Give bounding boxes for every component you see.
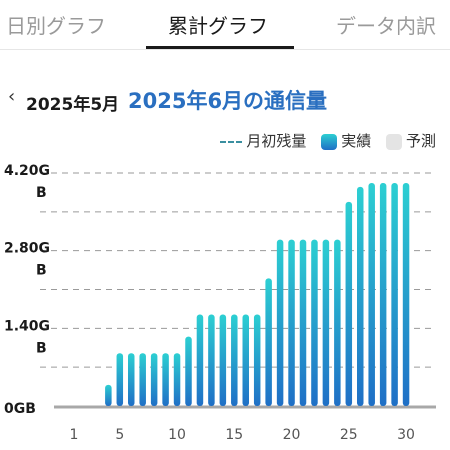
bar-day-13 [208, 314, 215, 406]
legend-item-actual: 実績 [321, 130, 371, 151]
bar-day-10 [173, 353, 181, 406]
chevron-left-icon[interactable]: ‹ [8, 86, 16, 107]
bar-day-28 [379, 182, 387, 406]
bar-day-11 [185, 336, 192, 406]
forecast-swatch-icon [385, 133, 402, 150]
chart-legend: 月初残量 実績 予測 [210, 130, 436, 152]
tab-daily-graph[interactable]: 日別グラフ [6, 14, 106, 38]
page-title: 2025年6月の通信量 [128, 89, 328, 113]
y-tick-line: 1.40G [4, 318, 50, 334]
legend-item-remaining: 月初残量 [220, 130, 306, 151]
bar-day-25 [345, 201, 353, 406]
y-tick-label: 4.20G B [4, 163, 50, 201]
bar-day-22 [311, 239, 318, 406]
bar-day-9 [162, 353, 169, 406]
active-tab-indicator [146, 46, 294, 49]
dashed-line-icon [220, 140, 243, 143]
bar-day-12 [196, 314, 204, 406]
bar-day-5 [116, 353, 124, 406]
bar-day-18 [265, 278, 272, 406]
bar-day-23 [322, 239, 330, 406]
bar-day-20 [288, 239, 295, 406]
x-tick-label: 1 [70, 427, 79, 443]
bar-day-14 [219, 314, 227, 406]
previous-month-link[interactable]: 2025年5月 [26, 95, 120, 115]
x-tick-label: 10 [168, 427, 186, 443]
tab-divider [0, 49, 450, 50]
y-tick-line: 2.80G [4, 241, 50, 257]
y-tick-label: 1.40G B [4, 318, 50, 356]
bar-day-6 [128, 353, 135, 406]
x-tick-label: 5 [115, 427, 124, 443]
tab-bar: 日別グラフ 累計グラフ データ内訳 [0, 0, 450, 50]
x-tick-label: 20 [283, 427, 301, 443]
tab-cumulative-graph[interactable]: 累計グラフ [168, 14, 268, 38]
actual-swatch-icon [321, 133, 338, 150]
bar-day-16 [242, 314, 249, 406]
legend-label-forecast: 予測 [405, 132, 436, 150]
x-tick-label: 15 [225, 427, 243, 443]
bar-day-21 [299, 239, 307, 406]
bar-day-8 [150, 353, 158, 406]
y-tick-line: 4.20G [4, 163, 50, 179]
legend-label-remaining: 月初残量 [246, 132, 307, 150]
y-tick-line: B [36, 340, 47, 356]
y-tick-line: B [36, 263, 47, 279]
bar-day-17 [253, 314, 261, 406]
y-tick-label: 0GB [4, 401, 36, 417]
bar-day-19 [276, 239, 284, 406]
x-tick-label: 30 [397, 427, 415, 443]
bar-day-27 [368, 182, 375, 406]
bar-day-4 [105, 384, 112, 406]
legend-item-forecast: 予測 [385, 130, 436, 151]
x-tick-label: 25 [340, 427, 358, 443]
y-tick-label: 2.80G B [4, 241, 50, 279]
bar-day-15 [231, 314, 238, 406]
legend-label-actual: 実績 [341, 132, 372, 150]
bar-day-29 [391, 182, 398, 406]
bar-day-30 [402, 182, 410, 406]
tab-data-breakdown[interactable]: データ内訳 [336, 14, 436, 38]
bar-day-24 [334, 239, 341, 406]
y-tick-line: B [36, 185, 47, 201]
bar-day-26 [357, 186, 364, 406]
bar-day-7 [139, 353, 146, 406]
